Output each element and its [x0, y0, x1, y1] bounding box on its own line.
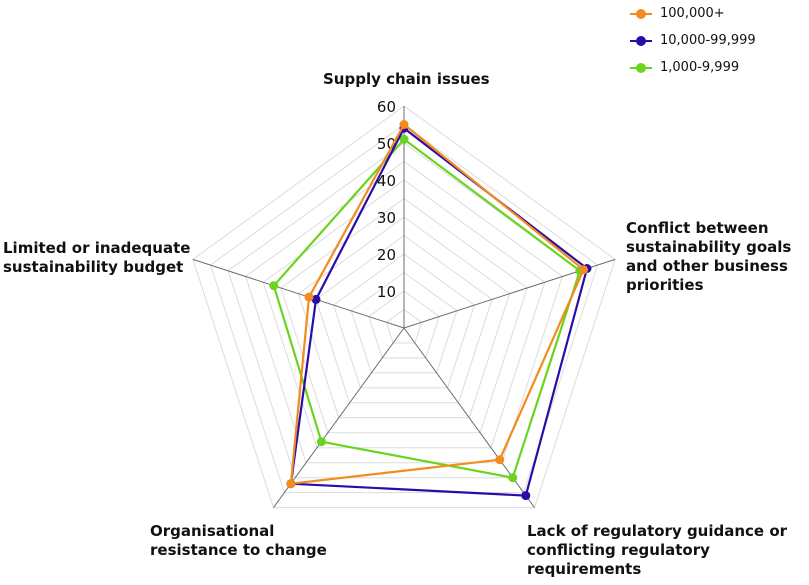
data-point [579, 265, 588, 275]
grid-ring [385, 308, 423, 344]
legend-label: 1,000-9,999 [660, 60, 740, 75]
data-point [269, 281, 279, 291]
tick-label: 10 [377, 283, 396, 301]
grid-ring [368, 290, 440, 359]
data-point [495, 455, 505, 465]
axis-spoke [273, 327, 405, 508]
series-2 [269, 134, 585, 483]
axis-label-conflict-goals: Conflict between sustainability goals an… [626, 219, 792, 294]
legend-marker [630, 61, 652, 75]
tick-label: 30 [377, 209, 396, 227]
data-point [286, 479, 296, 489]
legend-marker [630, 34, 652, 48]
legend-item-1000-9999[interactable]: 1,000-9,999 [630, 54, 756, 81]
grid-ring [333, 253, 475, 389]
series-line [272, 138, 582, 479]
radar-series [269, 120, 592, 501]
data-point [399, 134, 409, 144]
tick-label: 40 [377, 172, 396, 190]
data-point [508, 473, 518, 483]
data-point [316, 437, 326, 447]
data-point [521, 491, 531, 501]
grid-ring [192, 105, 616, 509]
grid-ring [315, 234, 493, 404]
axis-spoke [192, 258, 405, 329]
data-point [311, 294, 321, 304]
grid-ring [350, 271, 458, 374]
grid-ring [209, 123, 599, 494]
tick-label: 20 [377, 246, 396, 264]
axis-label-supply-chain: Supply chain issues [323, 70, 490, 88]
grid-ring [262, 179, 546, 449]
legend-label: 10,000-99,999 [660, 33, 756, 48]
legend-item-10000-99999[interactable]: 10,000-99,999 [630, 27, 756, 54]
data-point [399, 120, 409, 129]
series-line [289, 127, 589, 497]
grid-ring [297, 216, 511, 419]
grid-ring [280, 197, 528, 434]
legend-item-100000-plus[interactable]: 100,000+ [630, 0, 756, 27]
grid-ring [245, 160, 563, 464]
tick-label: 60 [377, 98, 396, 116]
legend-label: 100,000+ [660, 6, 725, 21]
series-0 [286, 120, 588, 489]
legend-marker [630, 7, 652, 21]
radar-grid [192, 105, 616, 509]
axis-label-budget: Limited or inadequate sustainability bud… [3, 239, 191, 276]
axis-label-resistance: Organisational resistance to change [150, 522, 327, 559]
series-line [289, 123, 585, 485]
data-point [304, 292, 314, 302]
axis-label-regulatory: Lack of regulatory guidance or conflicti… [527, 522, 788, 578]
chart-legend: 100,000+ 10,000-99,999 1,000-9,999 [630, 0, 756, 81]
